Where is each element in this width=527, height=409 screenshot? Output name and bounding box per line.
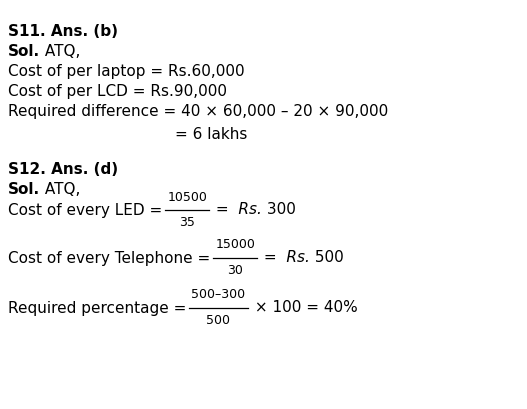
Text: S11. Ans. (b): S11. Ans. (b)	[8, 24, 118, 39]
Text: 15000: 15000	[215, 238, 255, 252]
Text: 30: 30	[227, 265, 243, 277]
Text: =  Rs.: = Rs.	[211, 202, 262, 218]
Text: 10500: 10500	[167, 191, 207, 204]
Text: 500: 500	[207, 315, 230, 328]
Text: ATQ,: ATQ,	[40, 182, 81, 197]
Text: Required percentage =: Required percentage =	[8, 301, 189, 315]
Text: Cost of per LCD = Rs.90,000: Cost of per LCD = Rs.90,000	[8, 84, 227, 99]
Text: × 100 = 40%: × 100 = 40%	[249, 301, 357, 315]
Text: =  Rs.: = Rs.	[259, 250, 310, 265]
Text: Required difference = 40 × 60,000 – 20 × 90,000: Required difference = 40 × 60,000 – 20 ×…	[8, 104, 388, 119]
Text: Cost of per laptop = Rs.60,000: Cost of per laptop = Rs.60,000	[8, 64, 245, 79]
Text: S12. Ans. (d): S12. Ans. (d)	[8, 162, 118, 177]
Text: Cost of every Telephone =: Cost of every Telephone =	[8, 250, 213, 265]
Text: Sol.: Sol.	[8, 44, 40, 59]
Text: Sol.: Sol.	[8, 182, 40, 197]
Text: = 6 lakhs: = 6 lakhs	[175, 127, 247, 142]
Text: 300: 300	[262, 202, 296, 218]
Text: 35: 35	[179, 216, 195, 229]
Text: 500–300: 500–300	[191, 288, 246, 301]
Text: 500: 500	[310, 250, 344, 265]
Text: ATQ,: ATQ,	[40, 44, 81, 59]
Text: Cost of every LED =: Cost of every LED =	[8, 202, 165, 218]
